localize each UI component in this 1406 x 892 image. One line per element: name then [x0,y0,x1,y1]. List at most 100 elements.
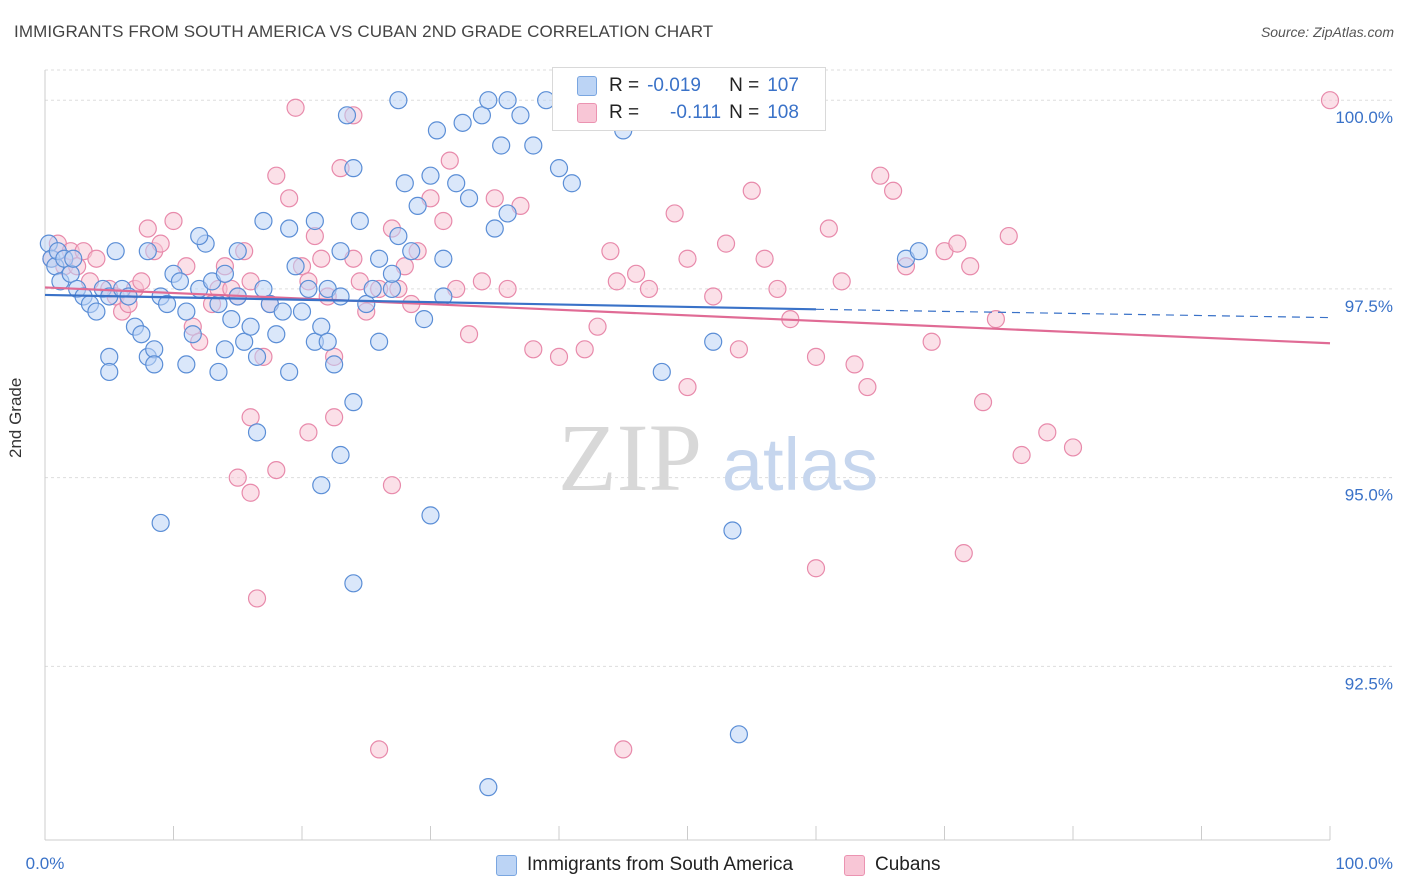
data-point-south-america [177,302,196,321]
data-point-cubans [485,189,504,208]
data-point-cubans [370,740,389,759]
data-point-south-america [498,91,517,110]
y-tick-label: 95.0% [1345,486,1393,505]
data-point-south-america [421,506,440,525]
data-point-cubans [286,98,305,117]
data-point-south-america [157,294,177,314]
data-point-cubans [247,589,267,608]
axes [44,70,1331,841]
bottom-legend-cubans: Cubans [844,852,941,878]
data-point-cubans [806,559,826,578]
data-point-south-america [254,279,273,299]
data-point-cubans [729,340,749,359]
data-point-south-america [447,174,466,193]
n-value-south-america: 107 [767,75,799,96]
data-point-cubans [549,347,569,366]
data-point-south-america [331,242,350,261]
data-point-cubans [241,483,260,502]
r-label: R = [609,75,640,96]
data-point-south-america [267,325,286,344]
data-point-south-america [350,211,369,231]
data-point-south-america [280,362,299,382]
legend-swatch-blue [496,854,517,876]
gridlines [45,69,1395,667]
data-point-south-america [177,355,196,374]
data-point-cubans [961,257,980,276]
data-point-south-america [87,302,106,321]
data-point-south-america [299,279,318,299]
source-label: Source: ZipAtlas.com [1260,24,1394,40]
data-point-cubans [588,317,607,336]
legend-swatch-blue [577,76,597,96]
data-point-south-america [479,778,498,797]
x-tick-label: 0.0% [26,854,65,873]
data-point-cubans [858,377,877,397]
data-point-south-america [729,725,749,744]
data-point-south-america [389,226,408,246]
data-point-cubans [607,272,626,291]
data-point-cubans [164,211,183,231]
data-point-cubans [832,272,851,291]
data-point-cubans [132,272,151,291]
data-point-south-america [305,211,324,231]
data-point-south-america [402,242,421,261]
data-point-cubans [280,189,299,208]
data-point-south-america [215,264,234,283]
data-point-south-america [363,279,382,299]
data-point-cubans [614,740,633,759]
data-point-south-america [151,513,170,533]
data-point-south-america [235,332,254,351]
data-point-cubans [678,249,697,268]
trend-line-cubans [44,286,1331,345]
data-point-south-america [704,332,723,351]
data-point-cubans [601,242,620,261]
data-point-south-america [909,242,928,261]
data-point-south-america [498,204,517,223]
chart-title: IMMIGRANTS FROM SOUTH AMERICA VS CUBAN 2… [14,22,714,41]
data-point-south-america [370,332,389,351]
data-point-south-america [106,242,125,261]
data-point-south-america [209,362,228,382]
data-point-cubans [138,219,157,238]
data-point-cubans [1063,438,1083,457]
data-point-cubans [742,181,761,200]
n-label: N = [729,75,760,96]
data-point-cubans [325,408,344,427]
data-point-cubans [871,166,890,185]
data-point-south-america [434,249,453,268]
data-point-cubans [498,279,517,299]
data-point-south-america [331,287,350,306]
data-point-south-america [145,355,164,374]
watermark: ZIP atlas [558,404,878,511]
r-value-cubans: -0.111 [670,102,722,123]
data-point-cubans [845,355,864,374]
data-point-cubans [954,544,973,563]
data-point-south-america [562,174,581,193]
legend-label-south-america: Immigrants from South America [527,854,794,875]
data-point-south-america [318,332,337,351]
data-point-south-america [344,574,363,593]
data-point-south-america [357,294,376,314]
data-point-cubans [434,211,453,231]
bottom-legend-south-america: Immigrants from South America [496,852,793,878]
data-point-south-america [190,226,209,246]
data-point-south-america [292,302,312,321]
data-point-south-america [325,355,344,374]
data-point-south-america [395,174,414,193]
data-point-cubans [755,249,774,268]
y-tick-label: 97.5% [1345,297,1393,316]
data-point-cubans [299,423,318,442]
data-point-cubans [440,151,459,170]
data-point-south-america [145,340,164,359]
data-point-cubans [524,340,543,359]
data-point-south-america [331,445,350,465]
data-point-cubans [999,226,1018,246]
n-label: N = [729,102,760,123]
data-point-south-america [408,196,427,215]
r-label: R = [609,102,640,123]
data-point-cubans [948,234,967,253]
data-point-south-america [652,362,671,382]
r-value-south-america: -0.019 [647,75,701,96]
data-point-cubans [626,264,646,283]
data-point-cubans [267,460,286,480]
